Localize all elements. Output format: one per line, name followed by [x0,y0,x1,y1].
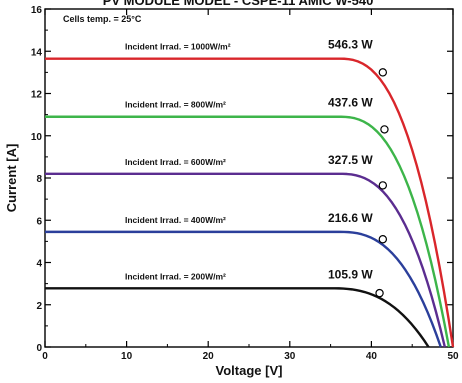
series-line-5 [45,287,430,348]
x-axis-label: Voltage [V] [216,363,283,378]
y-tick-label: 12 [31,90,43,101]
y-axis-label: Current [A] [4,144,19,213]
power-label-4: 216.6 W [328,211,373,225]
series-layer [45,57,455,348]
y-tick-label: 0 [36,343,42,354]
x-tick-label: 50 [447,351,459,362]
series-line-3 [45,172,447,348]
chart-title: PV MODULE MODEL - CSPE-11 AMIC W-540 [103,0,374,8]
cells-temp-annotation: Cells temp. = 25°C [63,14,142,24]
axis-ticks: 0 10 20 30 40 50 0 2 4 6 8 10 12 14 16 [31,5,459,362]
mpp-marker-3 [378,181,388,190]
mpp-marker-2 [380,125,389,134]
x-tick-label: 20 [203,351,215,362]
series-line-1 [45,57,455,348]
x-tick-label: 40 [366,351,378,362]
x-tick-label: 0 [42,351,48,362]
mpp-marker-1 [378,68,388,77]
power-label-2: 437.6 W [328,96,373,110]
mpp-marker-4 [378,235,388,244]
x-tick-label: 30 [284,351,296,362]
irradiance-label-5: Incident Irrad. = 200W/m² [125,271,226,281]
series-line-2 [45,115,451,348]
irradiance-label-1: Incident Irrad. = 1000W/m² [125,42,231,52]
mpp-marker-5 [375,288,384,298]
x-tick-label: 10 [121,351,133,362]
power-label-1: 546.3 W [328,38,373,52]
y-tick-label: 4 [36,259,42,270]
y-tick-label: 10 [31,132,43,143]
irradiance-label-3: Incident Irrad. = 600W/m² [125,157,226,167]
power-label-5: 105.9 W [328,267,373,281]
labels-layer: Incident Irrad. = 1000W/m² 546.3 W Inciden… [125,38,373,282]
y-tick-label: 14 [31,47,43,58]
y-tick-label: 2 [36,301,42,312]
y-tick-label: 6 [36,216,42,227]
irradiance-label-4: Incident Irrad. = 400W/m² [125,215,226,225]
power-label-3: 327.5 W [328,153,373,167]
y-tick-label: 8 [36,174,42,185]
y-tick-label: 16 [31,5,43,16]
series-line-4 [45,230,442,348]
irradiance-label-2: Incident Irrad. = 800W/m² [125,100,226,110]
